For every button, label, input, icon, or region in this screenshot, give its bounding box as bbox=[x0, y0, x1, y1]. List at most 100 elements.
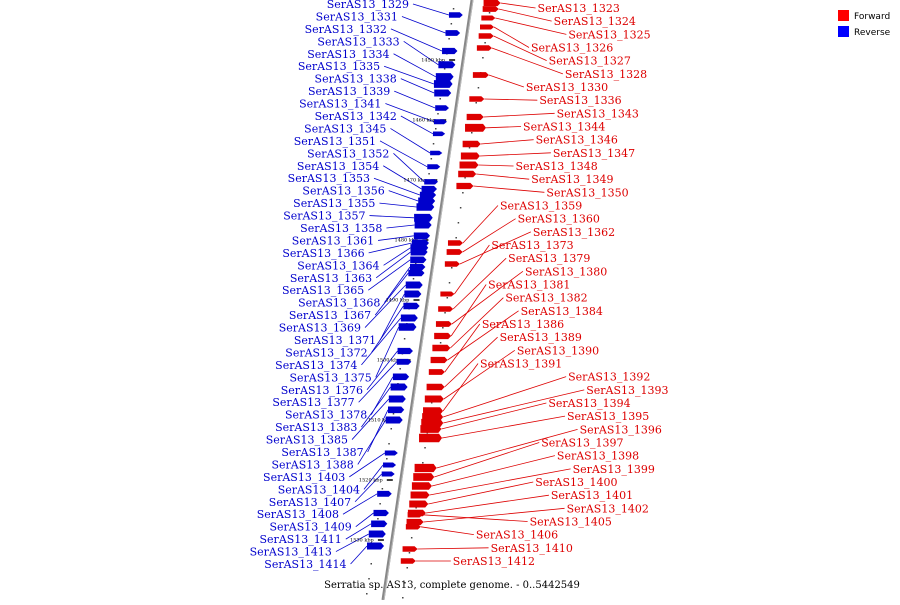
strand-dot-forward bbox=[424, 447, 426, 449]
gene-arrow-reverse bbox=[388, 406, 405, 414]
label-leader-reverse bbox=[351, 398, 390, 440]
strand-dot-forward bbox=[415, 507, 417, 509]
gene-label-forward: SerAS13_1389 bbox=[500, 331, 582, 344]
gene-label-forward: SerAS13_1348 bbox=[516, 160, 598, 173]
strand-dot-reverse bbox=[399, 368, 401, 370]
label-leader-forward bbox=[417, 547, 489, 550]
gene-label-forward: SerAS13_1326 bbox=[531, 42, 613, 55]
label-leader-forward bbox=[443, 376, 567, 418]
strand-dot-forward bbox=[404, 582, 406, 584]
label-leader-reverse bbox=[384, 266, 411, 303]
strand-dot-forward bbox=[430, 402, 433, 404]
gene-arrow-reverse bbox=[405, 281, 423, 289]
gene-label-reverse: SerAS13_1408 bbox=[257, 508, 339, 521]
gene-arrow-forward bbox=[432, 344, 451, 352]
label-leader-forward bbox=[443, 389, 585, 424]
strand-dot-forward bbox=[410, 537, 413, 539]
label-leader-reverse bbox=[361, 386, 391, 428]
gene-label-reverse: SerAS13_1354 bbox=[297, 160, 379, 173]
gene-arrow-forward bbox=[424, 395, 444, 403]
gene-label-forward: SerAS13_1330 bbox=[526, 81, 608, 94]
gene-arrow-reverse bbox=[410, 256, 427, 264]
gene-arrow-forward bbox=[459, 161, 479, 169]
label-leader-forward bbox=[484, 98, 538, 101]
gene-arrow-forward bbox=[428, 369, 445, 375]
gene-arrow-reverse bbox=[432, 131, 446, 137]
strand-dot-forward bbox=[482, 57, 484, 59]
gene-label-reverse: SerAS13_1352 bbox=[307, 147, 389, 160]
strand-dot-reverse bbox=[439, 98, 441, 100]
label-leader-forward bbox=[428, 481, 534, 505]
label-leader-reverse bbox=[366, 350, 398, 391]
gene-arrow-forward bbox=[400, 558, 416, 564]
strand-dot-forward bbox=[444, 312, 446, 314]
gene-arrow-reverse bbox=[414, 213, 433, 222]
gene-arrow-forward bbox=[409, 500, 429, 508]
strand-dot-forward bbox=[459, 207, 462, 209]
strand-dot-reverse bbox=[450, 23, 453, 25]
strand-dot-forward bbox=[457, 222, 460, 224]
gene-arrow-forward bbox=[419, 433, 443, 443]
label-leader-forward bbox=[434, 442, 540, 478]
kbp-tick-label: 1470 kbp bbox=[403, 178, 427, 184]
legend-label-forward: Forward bbox=[854, 12, 890, 22]
kbp-tick-label: 1500 kbp bbox=[377, 358, 401, 364]
gene-label-reverse: SerAS13_1345 bbox=[304, 122, 386, 135]
gene-label-forward: SerAS13_1327 bbox=[549, 55, 631, 68]
label-leader-forward bbox=[420, 526, 474, 536]
label-leader-reverse bbox=[361, 317, 402, 366]
gene-label-reverse: SerAS13_1367 bbox=[289, 309, 371, 322]
label-leader-forward bbox=[423, 507, 565, 523]
gene-arrow-reverse bbox=[448, 12, 463, 18]
gene-arrow-reverse bbox=[367, 542, 385, 550]
gene-arrow-reverse bbox=[377, 490, 392, 497]
strand-dot-forward bbox=[422, 462, 424, 464]
gene-label-reverse: SerAS13_1331 bbox=[316, 10, 398, 23]
label-leader-reverse bbox=[383, 165, 422, 190]
label-leader-reverse bbox=[393, 53, 436, 78]
label-leader-reverse bbox=[345, 523, 372, 540]
label-leader-reverse bbox=[354, 473, 382, 503]
gene-label-reverse: SerAS13_1333 bbox=[317, 35, 399, 48]
gene-arrow-forward bbox=[479, 24, 494, 30]
gene-arrow-forward bbox=[410, 491, 430, 499]
gene-arrow-reverse bbox=[410, 248, 428, 256]
gene-arrow-reverse bbox=[383, 462, 397, 468]
label-leader-reverse bbox=[375, 326, 400, 378]
gene-label-forward: SerAS13_1344 bbox=[523, 121, 605, 134]
strand-dot-reverse bbox=[366, 593, 368, 595]
gene-label-reverse: SerAS13_1375 bbox=[289, 371, 371, 384]
label-leader-reverse bbox=[369, 215, 415, 219]
gene-label-reverse: SerAS13_1357 bbox=[283, 210, 365, 223]
map-caption: Serratia sp. AS13, complete genome. - 0.… bbox=[324, 580, 580, 591]
label-leader-reverse bbox=[357, 419, 387, 465]
gene-label-reverse: SerAS13_1371 bbox=[294, 334, 376, 347]
gene-arrow-forward bbox=[438, 306, 454, 312]
label-leader-forward bbox=[441, 415, 566, 439]
strand-dot-forward bbox=[408, 552, 411, 554]
gene-arrow-reverse bbox=[397, 347, 413, 355]
strand-dot-forward bbox=[462, 192, 464, 194]
label-leader-forward bbox=[436, 428, 578, 469]
gene-label-forward: SerAS13_1323 bbox=[538, 2, 620, 15]
label-leader-reverse bbox=[386, 224, 415, 229]
label-leader-forward bbox=[486, 126, 522, 129]
gene-arrow-reverse bbox=[419, 191, 437, 199]
label-leader-reverse bbox=[371, 305, 404, 353]
label-leader-forward bbox=[476, 173, 530, 180]
label-leader-reverse bbox=[393, 153, 425, 183]
gene-arrow-forward bbox=[472, 72, 489, 78]
gene-label-reverse: SerAS13_1387 bbox=[281, 446, 363, 459]
strand-dot-forward bbox=[446, 297, 449, 299]
strand-dot-forward bbox=[488, 12, 491, 14]
strand-dot-reverse bbox=[368, 578, 370, 580]
label-leader-forward bbox=[473, 185, 545, 193]
gene-label-reverse: SerAS13_1366 bbox=[282, 247, 364, 260]
backbone-highlight bbox=[383, 0, 474, 601]
gene-label-forward: SerAS13_1382 bbox=[505, 292, 587, 305]
gene-label-reverse: SerAS13_1365 bbox=[282, 284, 364, 297]
gene-arrow-reverse bbox=[403, 302, 420, 310]
gene-label-forward: SerAS13_1402 bbox=[567, 502, 649, 515]
strand-dot-reverse bbox=[435, 128, 437, 130]
